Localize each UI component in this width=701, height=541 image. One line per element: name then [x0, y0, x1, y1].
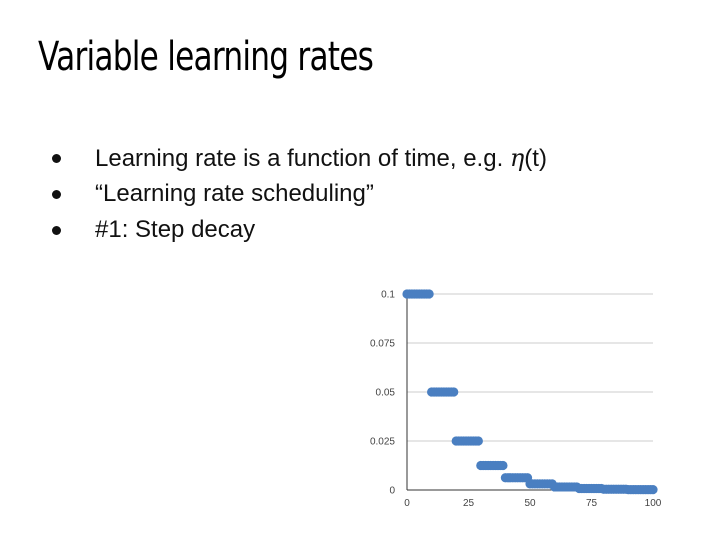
- y-tick-label: 0.1: [381, 290, 395, 301]
- bullet-1-prefix: Learning rate is a function of time, e.g…: [95, 144, 510, 172]
- grid-lines: [407, 293, 653, 442]
- x-tick-label: 0: [404, 498, 410, 509]
- data-point: [449, 387, 459, 397]
- data-point: [473, 436, 483, 446]
- bullet-2-text: “Learning rate scheduling”: [95, 180, 374, 207]
- y-tick-label: 0.075: [370, 339, 395, 350]
- data-point: [498, 460, 508, 471]
- eta-symbol: η: [509, 143, 525, 172]
- bullet-dot-icon: [52, 153, 61, 163]
- bullet-1-suffix: (t): [524, 144, 547, 172]
- data-points: [402, 289, 658, 495]
- x-tick-label: 25: [463, 498, 475, 509]
- x-tick-label: 50: [524, 498, 536, 509]
- y-tick-label: 0.025: [370, 437, 395, 448]
- bullet-dot-icon: [52, 189, 61, 199]
- bullet-item-2: “Learning rate scheduling”: [46, 176, 547, 212]
- y-tick-label: 0.05: [376, 388, 396, 399]
- bullet-list: Learning rate is a function of time, e.g…: [46, 140, 547, 248]
- x-tick-label: 75: [586, 498, 598, 509]
- data-point: [648, 485, 658, 495]
- step-decay-chart: 0 0.025 0.05 0.075 0.1 0 25 50 75 100: [370, 289, 662, 510]
- bullet-item-3: #1: Step decay: [46, 212, 547, 248]
- data-point: [424, 289, 434, 299]
- bullet-1-text: Learning rate is a function of time, e.g…: [95, 144, 547, 173]
- y-tick-label: 0: [389, 486, 395, 497]
- bullet-item-1: Learning rate is a function of time, e.g…: [46, 140, 547, 176]
- x-tick-label: 100: [645, 498, 662, 509]
- tick-labels: 0 0.025 0.05 0.075 0.1 0 25 50 75 100: [370, 290, 662, 510]
- bullet-3-text: #1: Step decay: [95, 216, 256, 243]
- slide-title: Variable learning rates: [38, 34, 374, 80]
- bullet-dot-icon: [52, 225, 61, 235]
